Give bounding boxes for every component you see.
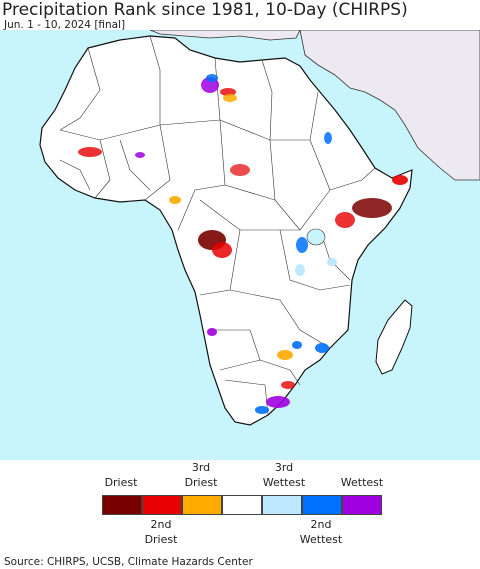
outside-region-middle-east [299, 29, 480, 181]
wet-patch-kenya [327, 258, 337, 266]
wet-patch-sudan [324, 132, 332, 144]
dry-patch-horn-africa [352, 198, 392, 218]
legend-label-second-driest: 2nd Driest [144, 518, 178, 546]
legend-swatch-second-wettest [302, 495, 342, 515]
legend-label-wettest: Wettest [340, 476, 384, 489]
africa-landmass [39, 35, 413, 426]
wet-patch-nigeria [135, 152, 145, 158]
legend-swatch-third-wettest [262, 495, 302, 515]
dry-patch-sahara [223, 94, 237, 102]
map-title: Precipitation Rank since 1981, 10-Day (C… [2, 0, 408, 20]
madagascar [375, 299, 413, 375]
map-panel [0, 29, 480, 460]
dry-patch-south-africa [281, 381, 295, 389]
dry-patch-zambia [277, 350, 293, 360]
map-subtitle: Jun. 1 - 10, 2024 [final] [4, 19, 126, 31]
legend: Driest 3rd Driest 3rd Wettest Wettest 2n… [0, 460, 480, 555]
dry-patch-west-africa [78, 147, 102, 157]
legend-swatch-second-driest [142, 495, 182, 515]
legend-swatch-third-driest [182, 495, 222, 515]
source-credit: Source: CHIRPS, UCSB, Climate Hazards Ce… [4, 556, 253, 568]
legend-label-third-driest: 3rd Driest [184, 461, 218, 489]
africa-map [0, 29, 480, 460]
dry-patch-libya [220, 88, 236, 96]
wet-patch-south-africa [266, 396, 290, 408]
wet-patch-south-africa-2 [255, 406, 269, 414]
wet-patch-tanzania [295, 264, 305, 276]
precipitation-patches [78, 74, 408, 414]
country-borders [59, 35, 376, 416]
dry-patch-horn-africa-2 [392, 175, 408, 185]
legend-swatch-normal [222, 495, 262, 515]
wet-patch-zambia [292, 341, 302, 349]
legend-swatch-driest [102, 495, 142, 515]
dry-patch-central-africa-2 [212, 242, 232, 258]
dry-patch-ethiopia [335, 212, 355, 228]
lake-victoria [306, 228, 326, 246]
wet-patch-libya-2 [206, 74, 218, 82]
legend-label-driest: Driest [104, 476, 138, 489]
wet-patch-mozambique [315, 343, 329, 353]
legend-label-second-wettest: 2nd Wettest [299, 518, 343, 546]
legend-swatch-wettest [342, 495, 382, 515]
outside-region-europe [149, 29, 301, 41]
legend-label-third-wettest: 3rd Wettest [262, 461, 306, 489]
dry-patch-cameroon [169, 196, 181, 204]
wet-patch-lakes-region [296, 237, 308, 253]
dry-patch-chad [230, 164, 250, 176]
wet-patch-angola [207, 328, 217, 336]
